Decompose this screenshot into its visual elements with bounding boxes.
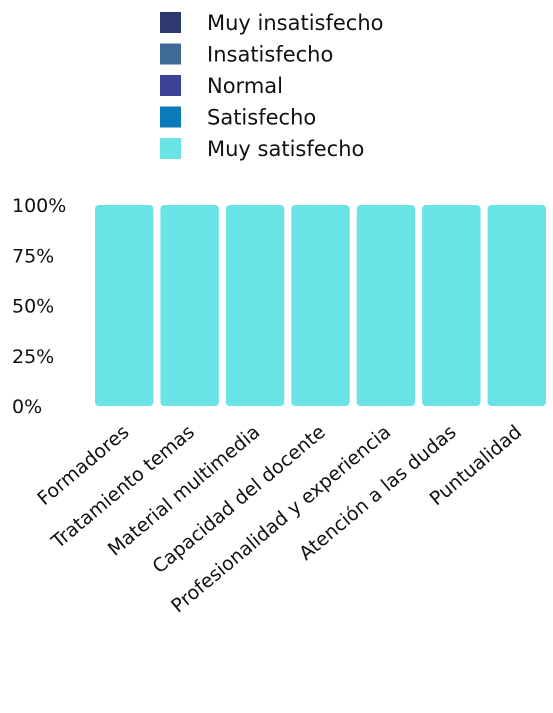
y-tick-label: 25% (12, 346, 54, 368)
y-tick-label: 0% (12, 396, 42, 418)
y-tick-label: 100% (12, 195, 66, 217)
legend-item-muy-insatisfecho: Muy insatisfecho (160, 11, 384, 35)
legend-item-insatisfecho: Insatisfecho (160, 43, 333, 67)
legend: Muy insatisfecho Insatisfecho Normal Satisf… (160, 11, 384, 161)
legend-label-muy-insatisfecho: Muy insatisfecho (207, 11, 384, 35)
bar-capacidad-del-docente-muy-satisfecho (291, 205, 350, 406)
legend-swatch-insatisfecho (160, 43, 181, 65)
bars (95, 205, 546, 406)
y-tick-label: 75% (12, 245, 54, 267)
bar-atencion-a-las-dudas-muy-satisfecho (422, 205, 481, 406)
y-axis: 0% 25% 50% 75% 100% (12, 195, 66, 418)
legend-label-satisfecho: Satisfecho (207, 106, 316, 130)
legend-swatch-satisfecho (160, 106, 181, 128)
legend-item-satisfecho: Satisfecho (160, 106, 316, 130)
legend-label-normal: Normal (207, 74, 283, 98)
legend-item-normal: Normal (160, 74, 283, 98)
bar-formadores-muy-satisfecho (95, 205, 154, 406)
y-tick-label: 50% (12, 296, 54, 318)
bar-material-multimedia-muy-satisfecho (225, 205, 285, 406)
legend-item-muy-satisfecho: Muy satisfecho (160, 137, 364, 161)
legend-swatch-normal (160, 75, 181, 96)
legend-swatch-muy-satisfecho (160, 138, 181, 159)
legend-label-insatisfecho: Insatisfecho (207, 43, 333, 67)
legend-label-muy-satisfecho: Muy satisfecho (207, 137, 364, 161)
bar-tratamiento-temas-muy-satisfecho (160, 205, 219, 406)
legend-swatch-muy-insatisfecho (160, 12, 181, 33)
bar-profesionalidad-y-experiencia-muy-satisfecho (356, 205, 416, 406)
bar-puntualidad-muy-satisfecho (487, 205, 546, 406)
